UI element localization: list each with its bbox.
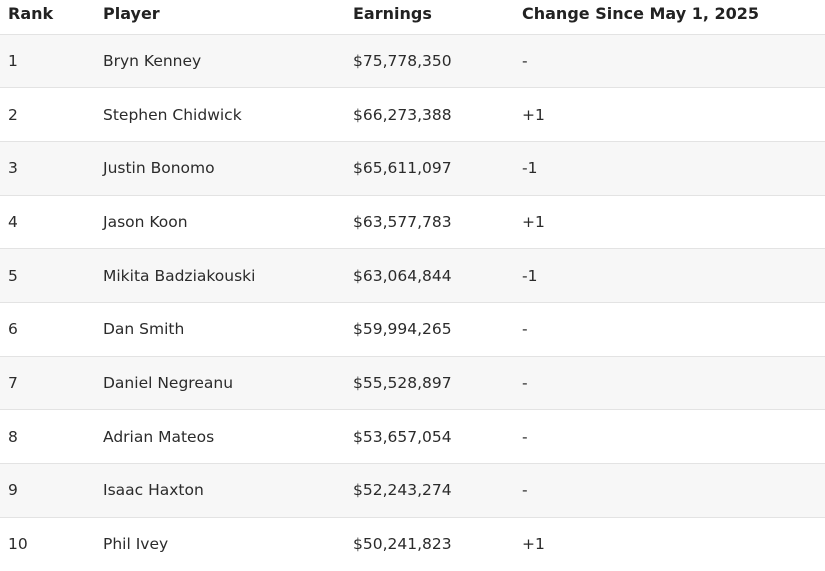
cell-earnings: $59,994,265 <box>353 320 452 339</box>
table-header: Rank Player Earnings Change Since May 1,… <box>0 0 825 34</box>
cell-earnings: $65,611,097 <box>353 159 452 178</box>
cell-earnings: $75,778,350 <box>353 51 452 70</box>
header-player: Player <box>103 4 160 23</box>
cell-rank: 5 <box>8 266 18 285</box>
cell-player: Justin Bonomo <box>103 159 215 178</box>
table-row: 2 Stephen Chidwick $66,273,388 +1 <box>0 87 825 142</box>
cell-rank: 6 <box>8 320 18 339</box>
cell-earnings: $55,528,897 <box>353 373 452 392</box>
cell-change: +1 <box>522 105 545 124</box>
cell-earnings: $63,577,783 <box>353 212 452 231</box>
cell-player: Bryn Kenney <box>103 51 202 70</box>
cell-player: Jason Koon <box>103 212 188 231</box>
cell-rank: 9 <box>8 481 18 500</box>
cell-player: Isaac Haxton <box>103 481 204 500</box>
table-row: 3 Justin Bonomo $65,611,097 -1 <box>0 141 825 196</box>
table-body: 1 Bryn Kenney $75,778,350 - 2 Stephen Ch… <box>0 34 825 571</box>
cell-change: -1 <box>522 266 538 285</box>
header-row: Rank Player Earnings Change Since May 1,… <box>0 0 825 34</box>
cell-change: +1 <box>522 535 545 554</box>
cell-change: - <box>522 373 528 392</box>
header-rank: Rank <box>8 4 54 23</box>
cell-rank: 1 <box>8 51 18 70</box>
cell-earnings: $50,241,823 <box>353 535 452 554</box>
cell-player: Dan Smith <box>103 320 185 339</box>
cell-player: Mikita Badziakouski <box>103 266 256 285</box>
cell-earnings: $52,243,274 <box>353 481 452 500</box>
cell-rank: 10 <box>8 535 28 554</box>
cell-rank: 7 <box>8 373 18 392</box>
cell-rank: 3 <box>8 159 18 178</box>
table-row: 7 Daniel Negreanu $55,528,897 - <box>0 356 825 410</box>
cell-rank: 2 <box>8 105 18 124</box>
cell-player: Daniel Negreanu <box>103 373 234 392</box>
header-change: Change Since May 1, 2025 <box>522 4 760 23</box>
table-row: 4 Jason Koon $63,577,783 +1 <box>0 195 825 249</box>
table-row: 1 Bryn Kenney $75,778,350 - <box>0 34 825 88</box>
cell-change: - <box>522 427 528 446</box>
cell-change: - <box>522 51 528 70</box>
cell-player: Stephen Chidwick <box>103 105 242 124</box>
table-row: 8 Adrian Mateos $53,657,054 - <box>0 409 825 464</box>
cell-earnings: $53,657,054 <box>353 427 452 446</box>
table-row: 10 Phil Ivey $50,241,823 +1 <box>0 517 825 571</box>
cell-rank: 8 <box>8 427 18 446</box>
cell-player: Phil Ivey <box>103 535 169 554</box>
cell-change: - <box>522 320 528 339</box>
cell-earnings: $66,273,388 <box>353 105 452 124</box>
cell-player: Adrian Mateos <box>103 427 215 446</box>
table-row: 5 Mikita Badziakouski $63,064,844 -1 <box>0 248 825 303</box>
table-row: 9 Isaac Haxton $52,243,274 - <box>0 463 825 518</box>
header-earnings: Earnings <box>353 4 432 23</box>
table-row: 6 Dan Smith $59,994,265 - <box>0 302 825 357</box>
cell-change: - <box>522 481 528 500</box>
cell-change: -1 <box>522 159 538 178</box>
cell-change: +1 <box>522 212 545 231</box>
cell-earnings: $63,064,844 <box>353 266 452 285</box>
cell-rank: 4 <box>8 212 18 231</box>
